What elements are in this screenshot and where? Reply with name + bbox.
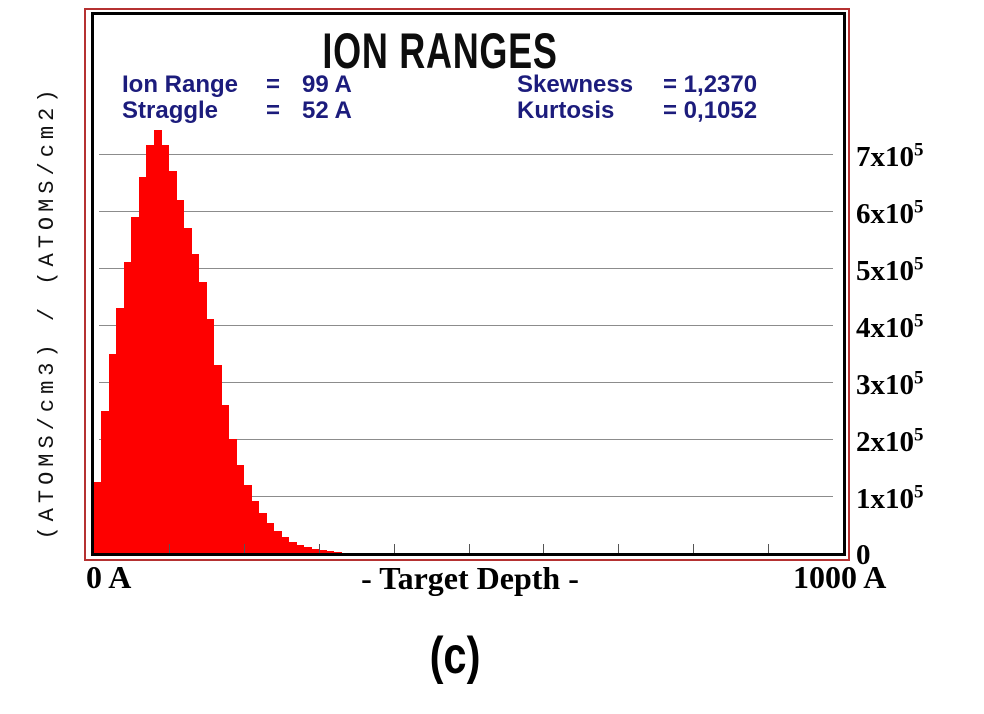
gridline-500000 — [99, 268, 833, 269]
histogram-bar — [281, 537, 290, 553]
y-axis-tick-label-600000: 6x105 — [856, 196, 924, 230]
x-axis-tick-400 — [393, 544, 395, 553]
histogram-bar — [138, 176, 148, 553]
histogram-bar — [168, 171, 177, 553]
histogram-bar — [213, 364, 222, 553]
plot-area — [94, 15, 843, 553]
histogram-bar — [131, 216, 140, 553]
histogram-bar — [101, 410, 110, 553]
histogram-bar — [333, 551, 342, 553]
y-axis-tick-label-700000: 7x105 — [856, 139, 924, 173]
outer-red-border — [84, 8, 850, 561]
gridline-100000 — [99, 496, 833, 497]
stat-value-straggle: 52 A — [302, 97, 352, 124]
x-axis-tick-300 — [318, 544, 320, 553]
histogram-bar — [326, 551, 335, 553]
histogram-bar — [243, 484, 252, 553]
gridline-200000 — [99, 439, 833, 440]
histogram-bar — [161, 145, 170, 553]
histogram-bar — [288, 541, 297, 553]
histogram-bar — [198, 282, 207, 553]
histogram-bar — [206, 319, 215, 553]
stat-eq-ion-range: = — [266, 71, 281, 98]
gridline-700000 — [99, 154, 833, 155]
x-axis-tick-200 — [243, 544, 245, 553]
x-axis-min-label: 0 A — [86, 559, 132, 595]
histogram-bar — [311, 549, 320, 553]
gridline-600000 — [99, 211, 833, 212]
chart-title: ION RANGES — [322, 23, 558, 79]
histogram-bar — [116, 307, 125, 553]
stat-label-kurtosis: Kurtosis — [517, 97, 615, 124]
x-axis-tick-900 — [768, 544, 770, 553]
x-axis-tick-600 — [543, 544, 545, 553]
stat-label-ion-range: Ion Range — [122, 71, 239, 98]
histogram-bar — [94, 481, 103, 553]
gridline-300000 — [99, 382, 833, 383]
x-axis-tick-700 — [618, 544, 620, 553]
histogram-bar — [251, 500, 260, 553]
x-axis-tick-100 — [168, 544, 170, 553]
histogram-bar — [273, 531, 282, 553]
stat-value-ion-range: 99 A — [302, 71, 352, 98]
histogram-bar — [183, 228, 192, 553]
histogram-bar — [228, 439, 237, 553]
histogram-bar — [266, 523, 275, 553]
y-axis-tick-label-300000: 3x105 — [856, 367, 924, 401]
y-axis-tick-label-100000: 1x105 — [856, 481, 924, 515]
y-axis-tick-label-500000: 5x105 — [856, 253, 924, 287]
stat-value-skewness: = 1,2370 — [663, 71, 758, 98]
y-axis-zero-label: 0 — [856, 539, 871, 571]
histogram-bar — [153, 130, 162, 553]
figure-caption: (c) — [429, 627, 481, 685]
y-axis-tick-label-400000: 4x105 — [856, 310, 924, 344]
histogram-bar — [296, 545, 305, 553]
stat-eq-straggle: = — [266, 97, 281, 124]
histogram-bar — [191, 253, 200, 553]
histogram-bar — [221, 404, 230, 553]
histogram-bar — [108, 353, 118, 553]
histogram-bar — [318, 550, 327, 553]
y-axis-tick-label-200000: 2x105 — [856, 424, 924, 458]
histogram-bar — [176, 199, 185, 553]
gridline-400000 — [99, 325, 833, 326]
histogram-bar — [236, 464, 245, 553]
stat-label-skewness: Skewness — [517, 71, 634, 98]
histogram-bar — [303, 547, 312, 553]
stat-label-straggle: Straggle — [122, 97, 219, 124]
stat-value-kurtosis: = 0,1052 — [663, 97, 758, 124]
histogram-bar — [123, 262, 133, 553]
x-axis-tick-500 — [468, 544, 470, 553]
x-axis-max-label: 1000 A — [793, 559, 887, 595]
histogram-bar — [146, 145, 155, 553]
histogram-bar — [258, 513, 267, 553]
y-axis-title: (ATOMS/cm3) / (ATOMS/cm2) — [35, 84, 60, 540]
x-axis-tick-800 — [693, 544, 695, 553]
x-axis-title: - Target Depth - — [361, 560, 579, 596]
